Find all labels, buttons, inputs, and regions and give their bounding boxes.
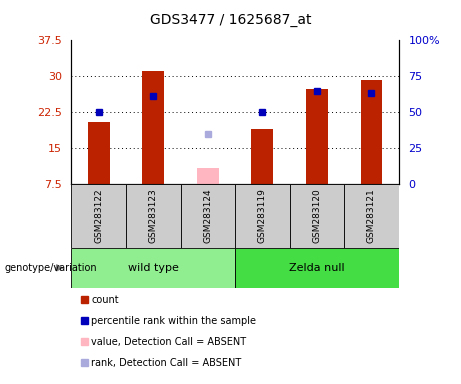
Bar [142,71,164,184]
Bar [344,184,399,248]
Bar [71,184,126,248]
Bar [306,89,328,184]
Text: count: count [91,295,119,305]
Text: percentile rank within the sample: percentile rank within the sample [91,316,256,326]
Bar [235,184,290,248]
Text: GSM283122: GSM283122 [94,189,103,243]
Text: GDS3477 / 1625687_at: GDS3477 / 1625687_at [150,13,311,27]
Text: GSM283124: GSM283124 [203,189,213,243]
Bar [197,167,219,184]
Text: genotype/variation: genotype/variation [5,263,97,273]
Text: GSM283121: GSM283121 [367,189,376,243]
Text: wild type: wild type [128,263,179,273]
Bar [235,248,399,288]
Text: GSM283120: GSM283120 [313,189,321,243]
Bar [181,184,235,248]
Bar [361,80,382,184]
Bar [252,129,273,184]
Text: value, Detection Call = ABSENT: value, Detection Call = ABSENT [91,337,246,347]
Text: GSM283123: GSM283123 [149,189,158,243]
Bar [88,122,110,184]
Bar [126,184,181,248]
Text: rank, Detection Call = ABSENT: rank, Detection Call = ABSENT [91,358,242,368]
Text: Zelda null: Zelda null [289,263,345,273]
Bar [290,184,344,248]
Bar [71,248,235,288]
Text: GSM283119: GSM283119 [258,189,267,243]
